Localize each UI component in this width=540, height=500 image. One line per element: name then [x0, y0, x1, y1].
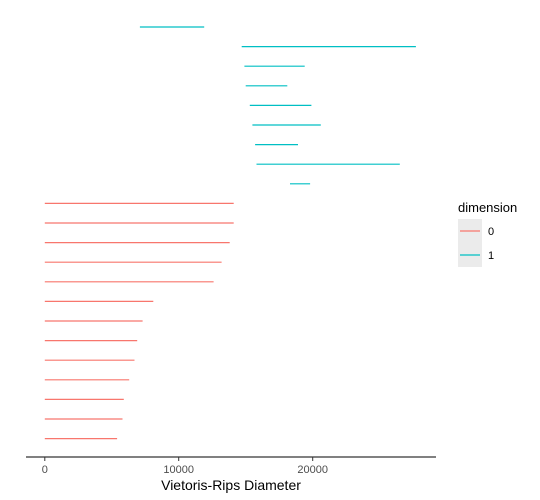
x-tick-label-1: 10000 — [163, 464, 194, 476]
x-tick-label-2: 20000 — [297, 464, 328, 476]
x-axis-title: Vietoris-Rips Diameter — [161, 477, 301, 493]
legend-title: dimension — [458, 200, 517, 215]
x-axis-ticks: 0 10000 20000 — [42, 457, 328, 476]
legend-entries: 01 — [460, 226, 494, 262]
legend-label-1: 1 — [488, 250, 494, 262]
legend: dimension 01 — [458, 200, 517, 267]
legend-key-background — [458, 219, 482, 267]
bars-layer — [44, 26, 416, 440]
x-tick-label-0: 0 — [42, 464, 48, 476]
legend-label-0: 0 — [488, 226, 494, 238]
